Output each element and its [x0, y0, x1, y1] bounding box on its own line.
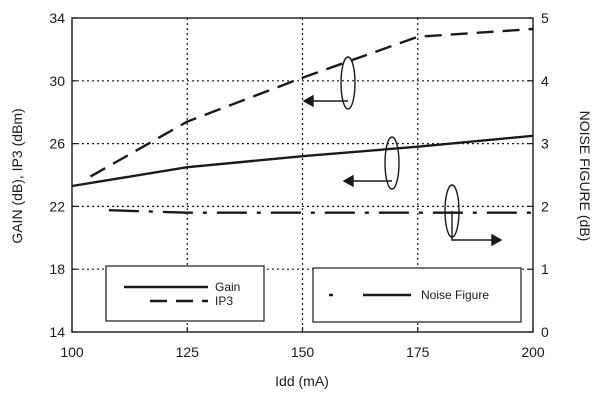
x-tick-label: 125 [176, 344, 200, 360]
series-layer [71, 27, 534, 214]
x-tick-label: 175 [406, 344, 430, 360]
legend-noise-figure-label: Noise Figure [421, 288, 489, 302]
y-right-tick-label: 4 [541, 73, 549, 89]
y-right-tick-label: 1 [541, 261, 549, 277]
gain-axis-indicator [342, 136, 400, 190]
y-left-tick-label: 26 [49, 136, 65, 152]
x-tick-label: 200 [521, 344, 545, 360]
legend-ip3-label: IP3 [215, 294, 233, 308]
series-ip3-line [89, 27, 534, 178]
ip3-axis-indicator [302, 56, 356, 110]
legend-gain-label: Gain [215, 280, 240, 294]
y-right-tick-label: 5 [541, 10, 549, 26]
series-noise-figure-line [108, 209, 533, 214]
x-tick-label: 150 [291, 344, 315, 360]
x-tick-label: 100 [60, 344, 84, 360]
y-left-tick-label: 14 [49, 324, 65, 340]
series-gain-line [71, 134, 534, 188]
y-right-tick-label: 0 [541, 324, 549, 340]
y-axis-right-title: NOISE FIGURE (dB) [577, 111, 593, 242]
y-right-tick-label: 3 [541, 136, 549, 152]
legend-right: Noise Figure [312, 267, 522, 323]
y-axis-left-title: GAIN (dB), IP3 (dBm) [9, 108, 25, 243]
legend-left: Gain IP3 [105, 265, 265, 322]
noise-figure-axis-indicator [444, 184, 503, 247]
y-left-tick-label: 18 [49, 261, 65, 277]
x-axis-title: Idd (mA) [275, 373, 329, 389]
y-left-tick-label: 30 [49, 73, 65, 89]
y-left-tick-label: 22 [49, 198, 65, 214]
y-right-tick-label: 2 [541, 198, 549, 214]
y-left-tick-label: 34 [49, 10, 65, 26]
